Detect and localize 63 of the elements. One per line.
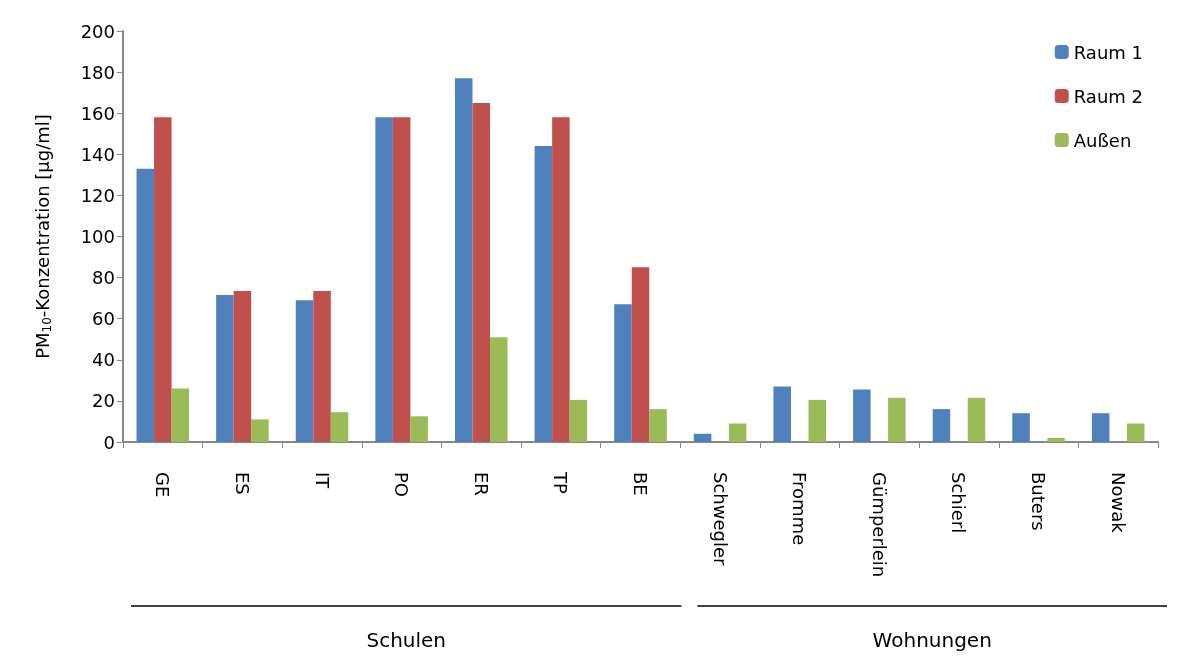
bar	[171, 388, 190, 442]
bar	[773, 386, 791, 442]
bar	[728, 423, 747, 442]
bar	[410, 416, 428, 442]
bar	[251, 419, 269, 442]
bar	[392, 117, 411, 442]
x-tick-label: ES	[231, 472, 253, 495]
bar	[534, 146, 553, 442]
x-tick-label: PO	[391, 472, 413, 498]
bar	[631, 267, 650, 442]
legend-label: Raum 2	[1073, 85, 1144, 107]
x-tick-label: Buters	[1028, 472, 1050, 531]
y-tick-label: 140	[80, 143, 115, 165]
bar	[967, 397, 986, 442]
y-tick-label: 200	[80, 20, 115, 42]
x-tick-label: Fromme	[789, 472, 811, 546]
bar	[216, 295, 234, 442]
bar	[649, 409, 667, 442]
bar	[808, 399, 826, 442]
y-tick-label: 60	[92, 308, 115, 330]
y-axis-title: PM10-Konzentration [µg/ml]	[31, 114, 54, 359]
bar	[330, 412, 349, 442]
x-tick-label: Schierl	[948, 472, 970, 534]
bar	[853, 389, 871, 442]
bar	[614, 304, 632, 442]
bar	[154, 117, 172, 442]
bar	[693, 433, 712, 442]
legend-label: Außen	[1073, 129, 1132, 151]
x-tick-label: Nowak	[1107, 472, 1129, 534]
bar	[233, 290, 252, 442]
bar	[1012, 413, 1030, 442]
bar	[490, 337, 508, 442]
bar	[552, 117, 570, 442]
bar	[569, 399, 588, 442]
y-tick-label: 0	[103, 431, 115, 453]
y-tick-label: 120	[80, 184, 115, 206]
x-tick-label: BE	[630, 472, 651, 496]
bar	[375, 117, 393, 442]
bar	[295, 300, 314, 442]
bar	[888, 397, 906, 442]
y-tick-label: 100	[80, 226, 115, 247]
x-tick-label: Schwegler	[709, 472, 731, 567]
bar	[313, 290, 331, 442]
bar	[472, 102, 491, 442]
text: Schulen	[366, 628, 447, 652]
bar	[932, 409, 951, 442]
bar	[1091, 413, 1110, 442]
y-tick-label: 80	[92, 267, 115, 289]
y-tick-label: 160	[80, 102, 115, 124]
bar	[1047, 437, 1065, 442]
y-tick-label: 180	[80, 61, 115, 83]
y-tick-label: 40	[92, 349, 115, 371]
x-tick-label: Gümperlein	[868, 472, 890, 578]
x-tick-label: TP	[550, 471, 572, 494]
x-tick-label: GE	[152, 472, 174, 498]
y-tick-label: 20	[92, 390, 115, 412]
text: Wohnungen	[872, 628, 992, 652]
legend-label: Raum 1	[1073, 41, 1144, 63]
x-tick-label: IT	[311, 472, 333, 490]
bar	[1126, 423, 1145, 442]
bar	[455, 78, 473, 442]
x-tick-label: ER	[470, 472, 492, 496]
bar	[136, 168, 155, 442]
